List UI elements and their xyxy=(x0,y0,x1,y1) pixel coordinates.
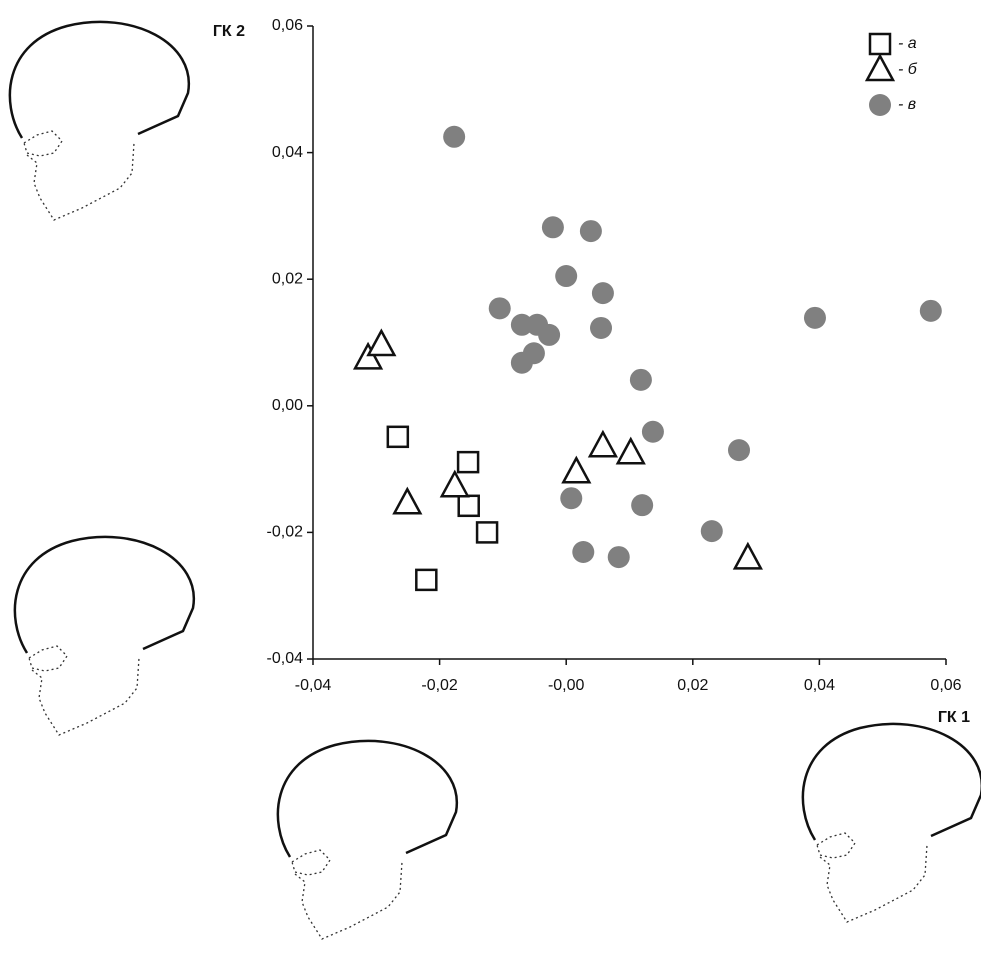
y-tick-label: 0,06 xyxy=(272,17,303,34)
data-point xyxy=(456,450,480,474)
legend-label: - в xyxy=(898,96,916,113)
x-tick-label: 0,06 xyxy=(930,677,961,694)
data-point xyxy=(728,439,751,462)
data-point xyxy=(591,282,614,305)
data-point xyxy=(538,323,561,346)
data-point xyxy=(615,436,646,465)
data-point xyxy=(732,541,763,570)
data-point xyxy=(629,368,652,391)
data-point xyxy=(366,328,397,357)
data-point xyxy=(392,486,423,515)
data-point xyxy=(457,494,480,518)
y-tick-label: -0,04 xyxy=(267,650,304,667)
data-point xyxy=(439,469,470,498)
x-axis-title: ГК 1 xyxy=(938,709,970,726)
legend-label: - б xyxy=(898,61,918,78)
data-point xyxy=(607,546,630,569)
skull-drawing xyxy=(801,722,981,924)
data-point xyxy=(579,220,602,243)
data-point xyxy=(510,351,533,374)
data-point xyxy=(560,487,583,510)
data-point xyxy=(488,297,511,320)
y-tick-label: 0,04 xyxy=(272,144,303,161)
data-point xyxy=(561,455,592,484)
data-point xyxy=(700,520,723,543)
x-tick-label: -0,00 xyxy=(548,677,585,694)
x-tick-label: -0,02 xyxy=(421,677,458,694)
x-tick-label: 0,02 xyxy=(677,677,708,694)
x-tick-label: -0,04 xyxy=(295,677,332,694)
data-point xyxy=(386,425,410,449)
skull-drawing xyxy=(8,20,191,222)
x-tick-label: 0,04 xyxy=(804,677,835,694)
data-point xyxy=(510,313,533,336)
data-point xyxy=(475,521,499,544)
legend-marker xyxy=(869,94,891,116)
data-point xyxy=(590,316,613,339)
skull-drawing xyxy=(13,535,196,737)
data-point xyxy=(352,341,384,370)
data-point xyxy=(919,299,942,322)
y-axis-title: ГК 2 xyxy=(213,23,245,40)
skull-drawing xyxy=(276,739,459,941)
legend-marker xyxy=(868,32,892,56)
data-point xyxy=(803,306,826,329)
data-point xyxy=(541,216,564,239)
y-tick-label: -0,02 xyxy=(267,524,304,541)
y-tick-label: 0,02 xyxy=(272,270,303,287)
data-point xyxy=(443,125,466,148)
legend-label: - а xyxy=(898,35,917,52)
data-point xyxy=(555,265,578,288)
legend-marker xyxy=(864,53,896,82)
data-point xyxy=(631,494,654,517)
data-point xyxy=(641,420,664,443)
y-tick-label: 0,00 xyxy=(272,397,303,414)
data-point xyxy=(415,568,438,592)
data-point xyxy=(572,541,595,564)
data-point xyxy=(587,429,619,458)
